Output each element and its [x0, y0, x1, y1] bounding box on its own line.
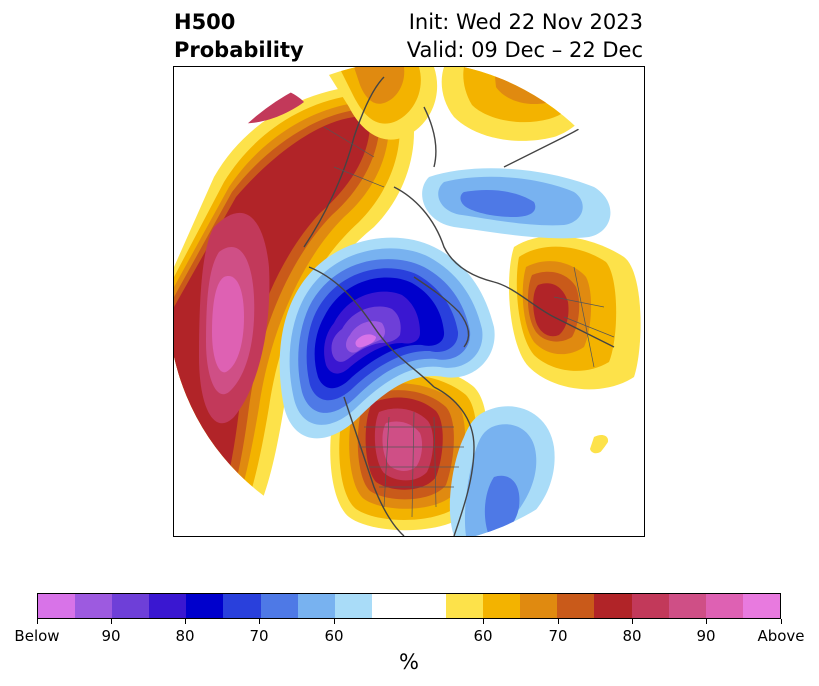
colorbar-tickmark	[111, 619, 112, 624]
colorbar-cell	[408, 594, 447, 618]
probability-map	[174, 67, 644, 536]
colorbar-cell	[594, 594, 632, 618]
colorbar-tick-label: 70	[548, 627, 568, 645]
colorbar-tick-label: 80	[175, 627, 195, 645]
valid-range: Valid: 09 Dec – 22 Dec	[406, 38, 643, 62]
colorbar-cell	[297, 594, 335, 618]
borders	[323, 126, 615, 518]
warm-region-eurasia	[509, 236, 641, 390]
colorbar-cell	[631, 594, 669, 618]
init-date: Init: Wed 22 Nov 2023	[408, 10, 643, 34]
colorbar-tick-label: 90	[696, 627, 716, 645]
colorbar	[37, 593, 781, 619]
colorbar-cell	[223, 594, 261, 618]
colorbar-tick-label: Above	[757, 627, 805, 645]
title-variable: H500	[174, 10, 236, 34]
colorbar-cell	[668, 594, 706, 618]
colorbar-tickmark	[185, 619, 186, 624]
colorbar-cell	[149, 594, 187, 618]
map-dates: Init: Wed 22 Nov 2023 Valid: 09 Dec – 22…	[407, 8, 643, 64]
colorbar-unit-label: %	[399, 650, 419, 674]
colorbar-cell	[705, 594, 743, 618]
colorbar-tick-label: Below	[14, 627, 60, 645]
colorbar-cell	[186, 594, 224, 618]
colorbar-cell	[260, 594, 298, 618]
map-panel	[173, 66, 645, 537]
colorbar-tick-label: 60	[473, 627, 493, 645]
cold-region-atlantic	[449, 406, 609, 536]
colorbar-tickmark	[483, 619, 484, 624]
map-title: H500 Probability	[174, 8, 304, 64]
colorbar-tick-label: 60	[324, 627, 344, 645]
colorbar-tick-label: 70	[249, 627, 269, 645]
colorbar-cell	[742, 594, 780, 618]
colorbar-cell	[446, 594, 484, 618]
colorbar-tickmark	[259, 619, 260, 624]
colorbar-tickmark	[781, 619, 782, 624]
colorbar-cell	[75, 594, 113, 618]
colorbar-tick-label: 80	[622, 627, 642, 645]
colorbar-tick-label: 90	[101, 627, 121, 645]
colorbar-tickmark	[706, 619, 707, 624]
colorbar-cell	[520, 594, 558, 618]
colorbar-cell	[483, 594, 521, 618]
colorbar-cell	[334, 594, 372, 618]
colorbar-cell	[38, 594, 76, 618]
cold-region-arctic	[422, 168, 611, 239]
colorbar-tickmark	[334, 619, 335, 624]
colorbar-tickmark	[558, 619, 559, 624]
colorbar-tickmark	[37, 619, 38, 624]
colorbar-cell	[557, 594, 595, 618]
title-product: Probability	[174, 38, 304, 62]
cold-region-central	[279, 237, 495, 439]
colorbar-cell	[112, 594, 150, 618]
colorbar-cell	[371, 594, 409, 618]
colorbar-tickmark	[632, 619, 633, 624]
